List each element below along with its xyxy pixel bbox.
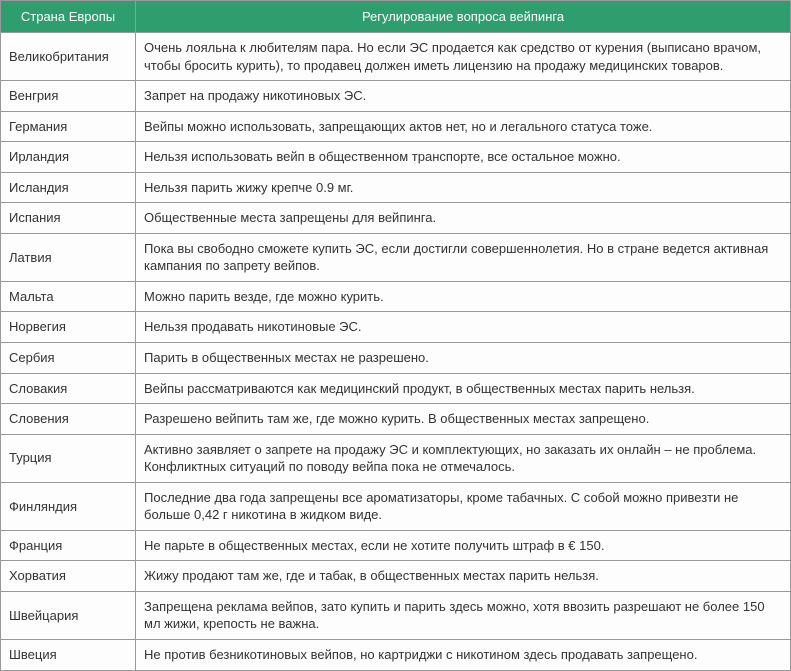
cell-country: Испания bbox=[1, 203, 136, 234]
table-row: СловакияВейпы рассматриваются как медици… bbox=[1, 373, 791, 404]
cell-country: Финляндия bbox=[1, 482, 136, 530]
cell-country: Великобритания bbox=[1, 33, 136, 81]
cell-country: Швейцария bbox=[1, 591, 136, 639]
table-header-row: Страна Европы Регулирование вопроса вейп… bbox=[1, 1, 791, 33]
table-row: НорвегияНельзя продавать никотиновые ЭС. bbox=[1, 312, 791, 343]
cell-country: Словакия bbox=[1, 373, 136, 404]
cell-country: Германия bbox=[1, 111, 136, 142]
cell-regulation: Общественные места запрещены для вейпинг… bbox=[136, 203, 791, 234]
table-row: ФинляндияПоследние два года запрещены вс… bbox=[1, 482, 791, 530]
table-row: ШвейцарияЗапрещена реклама вейпов, зато … bbox=[1, 591, 791, 639]
table-row: ИспанияОбщественные места запрещены для … bbox=[1, 203, 791, 234]
cell-regulation: Вейпы рассматриваются как медицинский пр… bbox=[136, 373, 791, 404]
table-row: ТурцияАктивно заявляет о запрете на прод… bbox=[1, 434, 791, 482]
table-row: ВенгрияЗапрет на продажу никотиновых ЭС. bbox=[1, 81, 791, 112]
cell-country: Хорватия bbox=[1, 561, 136, 592]
table-row: ВеликобританияОчень лояльна к любителям … bbox=[1, 33, 791, 81]
table-row: МальтаМожно парить везде, где можно кури… bbox=[1, 281, 791, 312]
cell-country: Словения bbox=[1, 404, 136, 435]
table-row: ГерманияВейпы можно использовать, запрещ… bbox=[1, 111, 791, 142]
cell-country: Мальта bbox=[1, 281, 136, 312]
col-header-regulation: Регулирование вопроса вейпинга bbox=[136, 1, 791, 33]
cell-regulation: Нельзя использовать вейп в общественном … bbox=[136, 142, 791, 173]
table-row: ХорватияЖижу продают там же, где и табак… bbox=[1, 561, 791, 592]
cell-country: Норвегия bbox=[1, 312, 136, 343]
cell-country: Сербия bbox=[1, 343, 136, 374]
cell-regulation: Нельзя продавать никотиновые ЭС. bbox=[136, 312, 791, 343]
cell-country: Франция bbox=[1, 530, 136, 561]
cell-regulation: Вейпы можно использовать, запрещающих ак… bbox=[136, 111, 791, 142]
cell-country: Латвия bbox=[1, 233, 136, 281]
cell-regulation: Жижу продают там же, где и табак, в обще… bbox=[136, 561, 791, 592]
cell-regulation: Активно заявляет о запрете на продажу ЭС… bbox=[136, 434, 791, 482]
table-row: СербияПарить в общественных местах не ра… bbox=[1, 343, 791, 374]
table-row: ШвецияНе против безникотиновых вейпов, н… bbox=[1, 640, 791, 671]
cell-regulation: Не против безникотиновых вейпов, но карт… bbox=[136, 640, 791, 671]
cell-regulation: Нельзя парить жижу крепче 0.9 мг. bbox=[136, 172, 791, 203]
cell-country: Венгрия bbox=[1, 81, 136, 112]
table-row: ЛатвияПока вы свободно сможете купить ЭС… bbox=[1, 233, 791, 281]
cell-regulation: Очень лояльна к любителям пара. Но если … bbox=[136, 33, 791, 81]
cell-regulation: Не парьте в общественных местах, если не… bbox=[136, 530, 791, 561]
col-header-country: Страна Европы bbox=[1, 1, 136, 33]
cell-regulation: Можно парить везде, где можно курить. bbox=[136, 281, 791, 312]
cell-country: Швеция bbox=[1, 640, 136, 671]
cell-regulation: Пока вы свободно сможете купить ЭС, если… bbox=[136, 233, 791, 281]
table-row: ИсландияНельзя парить жижу крепче 0.9 мг… bbox=[1, 172, 791, 203]
cell-regulation: Разрешено вейпить там же, где можно кури… bbox=[136, 404, 791, 435]
cell-regulation: Последние два года запрещены все аромати… bbox=[136, 482, 791, 530]
regulation-table-wrap: Страна Европы Регулирование вопроса вейп… bbox=[0, 0, 791, 671]
table-row: ФранцияНе парьте в общественных местах, … bbox=[1, 530, 791, 561]
table-row: СловенияРазрешено вейпить там же, где мо… bbox=[1, 404, 791, 435]
cell-country: Турция bbox=[1, 434, 136, 482]
cell-country: Ирландия bbox=[1, 142, 136, 173]
table-body: ВеликобританияОчень лояльна к любителям … bbox=[1, 33, 791, 671]
regulation-table: Страна Европы Регулирование вопроса вейп… bbox=[0, 0, 791, 671]
cell-country: Исландия bbox=[1, 172, 136, 203]
cell-regulation: Парить в общественных местах не разрешен… bbox=[136, 343, 791, 374]
table-row: ИрландияНельзя использовать вейп в общес… bbox=[1, 142, 791, 173]
cell-regulation: Запрет на продажу никотиновых ЭС. bbox=[136, 81, 791, 112]
cell-regulation: Запрещена реклама вейпов, зато купить и … bbox=[136, 591, 791, 639]
